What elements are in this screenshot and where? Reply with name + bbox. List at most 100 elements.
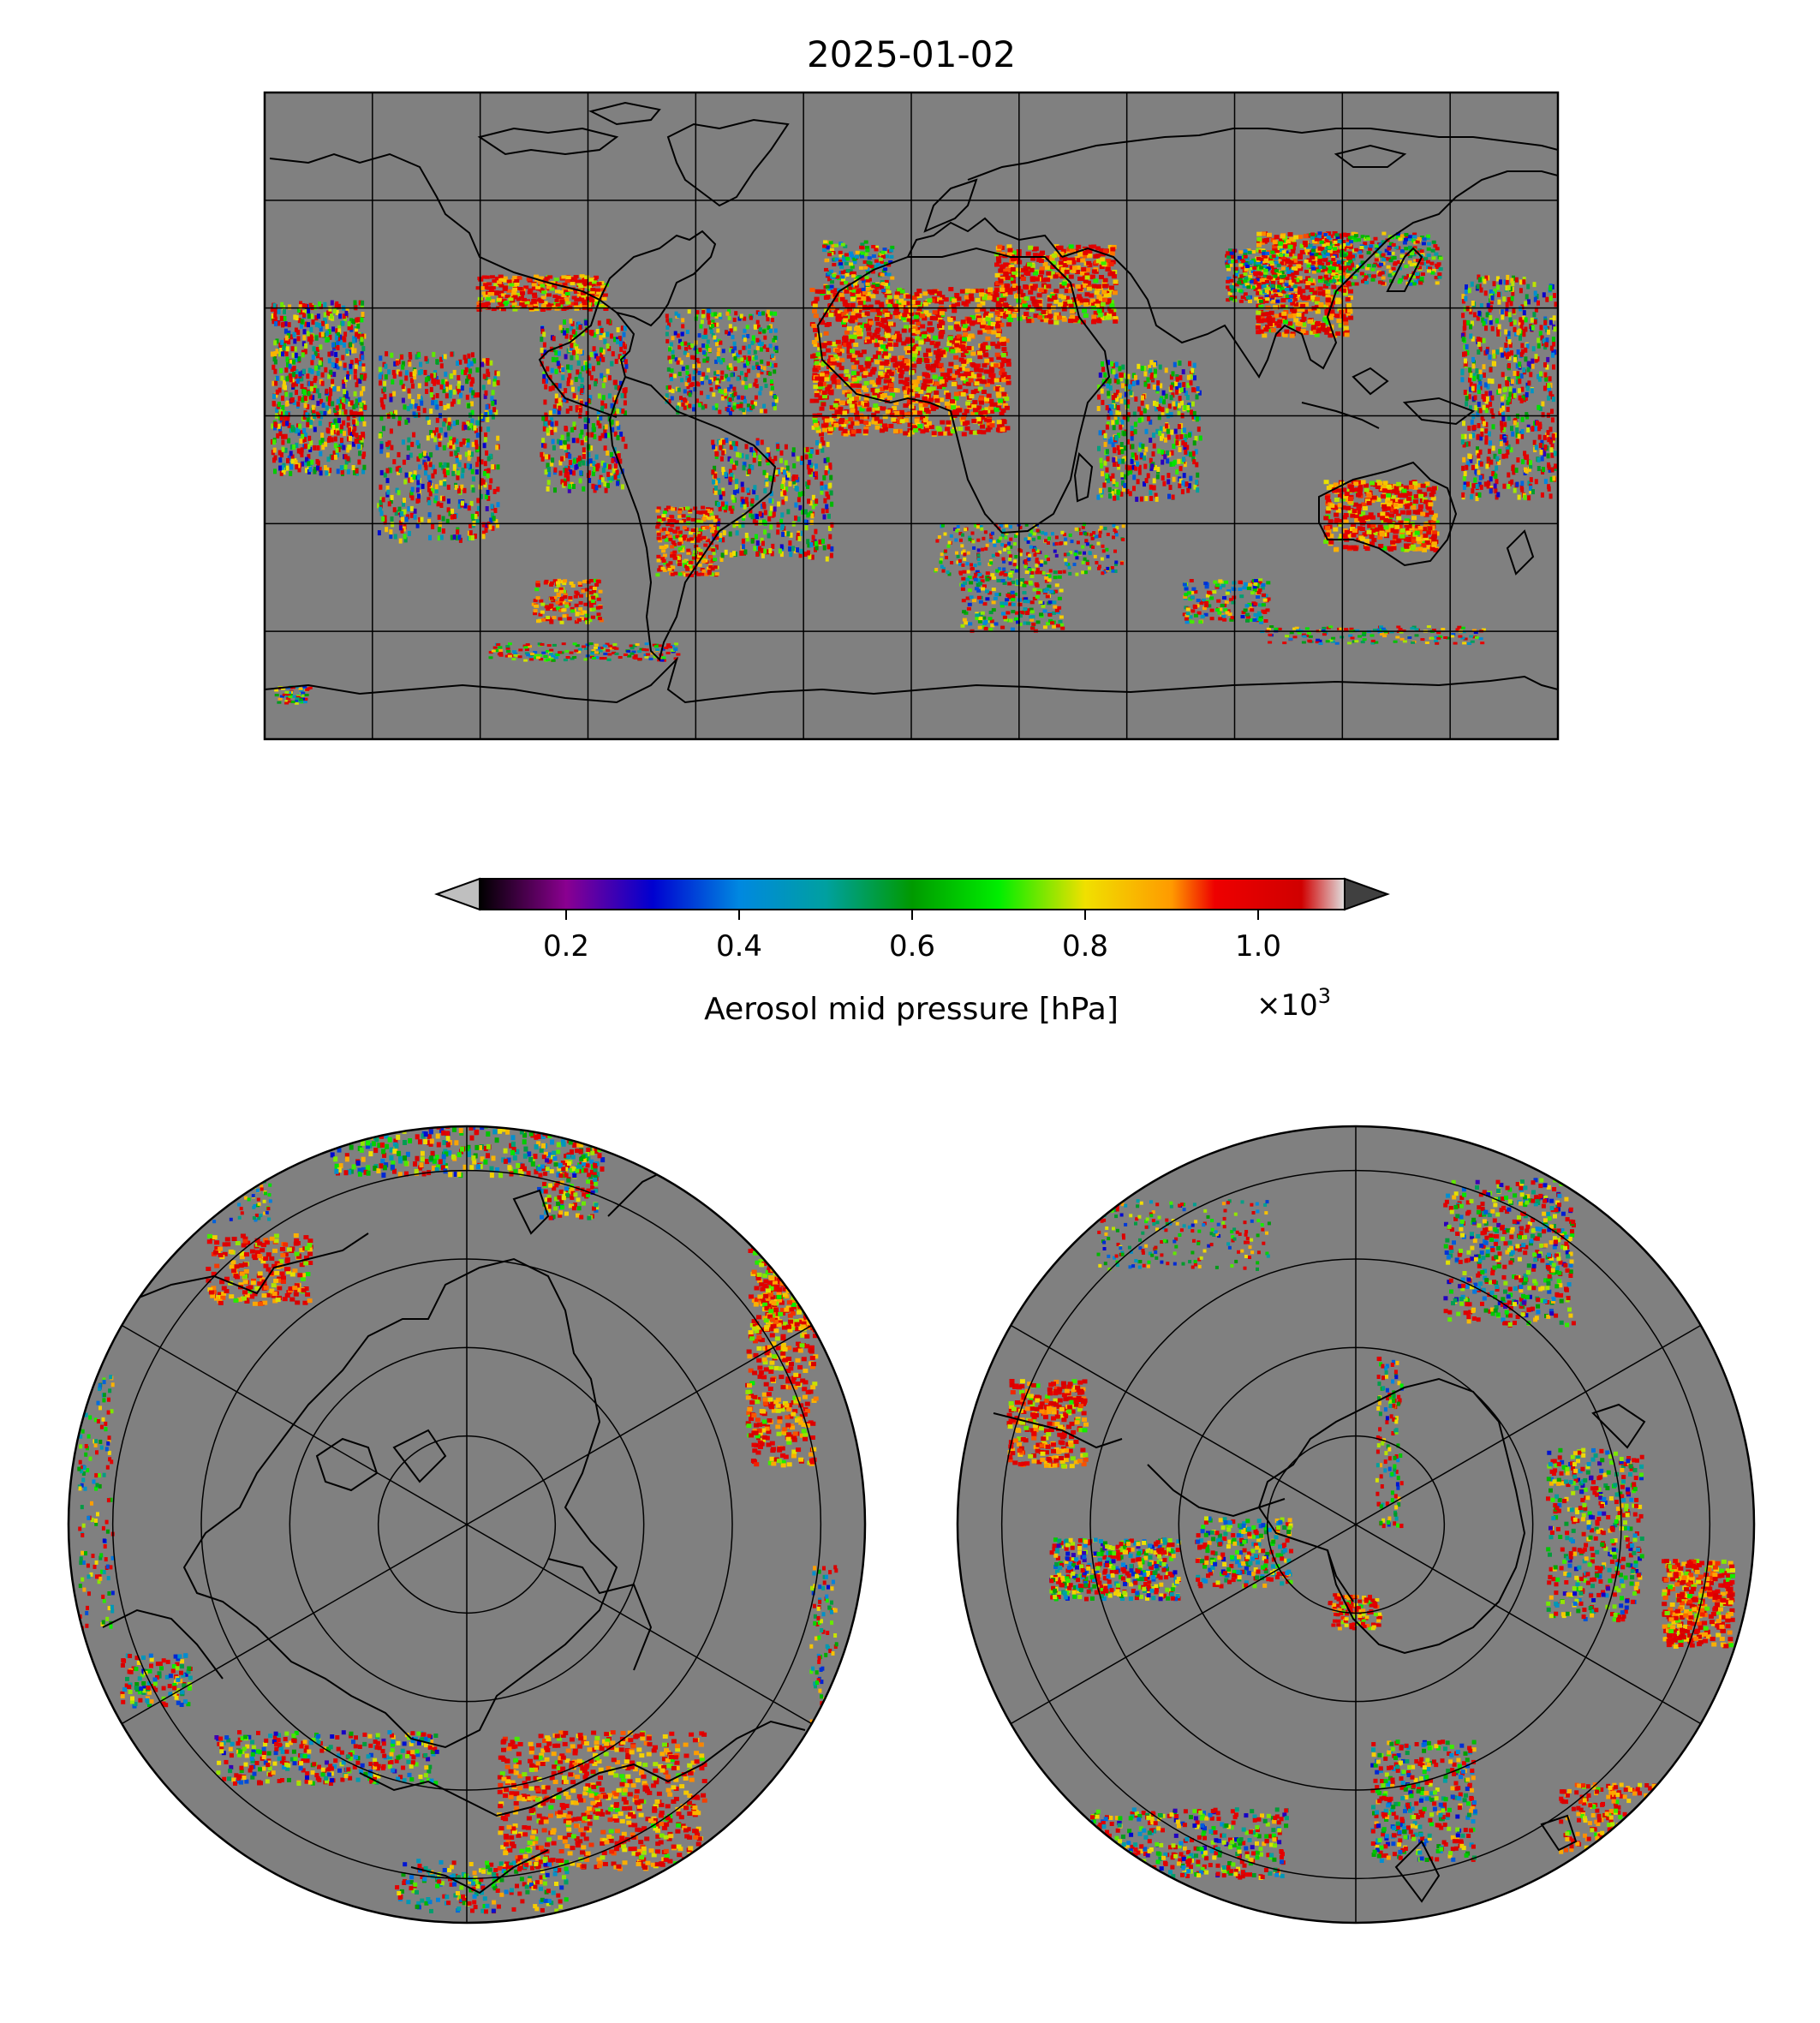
aerosol-pixel — [953, 324, 959, 329]
aerosol-pixel — [546, 462, 550, 468]
aerosol-pixel — [988, 288, 994, 293]
aerosol-pixel — [1422, 527, 1427, 532]
aerosol-pixel — [355, 468, 359, 474]
aerosol-pixel — [908, 412, 913, 417]
aerosol-pixel — [975, 307, 981, 313]
aerosol-pixel — [920, 313, 925, 319]
aerosol-pixel — [1308, 307, 1313, 312]
aerosol-pixel — [361, 415, 364, 421]
aerosol-pixel — [307, 469, 311, 474]
aerosol-pixel — [554, 299, 560, 302]
aerosol-pixel — [301, 438, 305, 443]
aerosol-pixel — [470, 513, 474, 519]
aerosol-pixel — [336, 468, 340, 474]
aerosol-pixel — [929, 298, 935, 303]
aerosol-pixel — [828, 417, 834, 422]
aerosol-pixel — [879, 428, 885, 433]
aerosol-pixel — [456, 361, 459, 367]
aerosol-pixel — [927, 352, 933, 356]
aerosol-pixel — [1243, 254, 1248, 259]
aerosol-pixel — [354, 411, 358, 417]
aerosol-pixel — [815, 428, 821, 433]
aerosol-pixel — [923, 357, 929, 362]
aerosol-pixel — [484, 275, 490, 279]
aerosol-pixel — [1271, 277, 1276, 282]
aerosol-pixel — [1356, 505, 1362, 510]
aerosol-pixel — [519, 302, 525, 306]
aerosol-pixel — [1341, 487, 1347, 492]
aerosol-pixel — [1239, 280, 1244, 284]
aerosol-pixel — [437, 514, 441, 520]
aerosol-pixel — [1378, 544, 1384, 548]
aerosol-pixel — [1110, 247, 1116, 252]
aerosol-pixel — [427, 497, 431, 503]
aerosol-pixel — [874, 416, 880, 421]
aerosol-pixel — [1429, 525, 1435, 530]
aerosol-pixel — [1300, 289, 1306, 294]
aerosol-pixel — [346, 468, 350, 474]
aerosol-pixel — [1335, 508, 1341, 513]
aerosol-pixel — [886, 328, 892, 333]
aerosol-pixel — [401, 439, 405, 445]
aerosol-pixel — [543, 278, 549, 283]
aerosol-pixel — [826, 289, 832, 295]
aerosol-pixel — [418, 464, 422, 470]
aerosol-pixel — [1266, 312, 1272, 317]
aerosol-pixel — [281, 405, 285, 410]
aerosol-pixel — [494, 519, 498, 525]
aerosol-pixel — [360, 351, 364, 357]
aerosol-pixel — [990, 377, 996, 382]
aerosol-pixel — [430, 373, 434, 379]
aerosol-pixel — [383, 472, 387, 478]
aerosol-pixel — [420, 516, 424, 522]
aerosol-pixel — [481, 291, 487, 295]
aerosol-pixel — [534, 274, 540, 278]
aerosol-pixel — [426, 435, 430, 441]
aerosol-pixel — [277, 320, 281, 326]
aerosol-pixel — [415, 522, 420, 528]
aerosol-pixel — [940, 373, 946, 378]
aerosol-pixel — [304, 343, 308, 349]
aerosol-pixel — [385, 468, 390, 474]
aerosol-pixel — [279, 415, 283, 421]
aerosol-pixel — [880, 344, 886, 349]
aerosol-pixel — [1106, 298, 1112, 303]
aerosol-pixel — [964, 288, 970, 293]
aerosol-pixel — [1103, 293, 1109, 298]
aerosol-pixel — [498, 301, 503, 305]
aerosol-pixel — [397, 490, 401, 496]
aerosol-pixel — [356, 317, 361, 323]
aerosol-pixel — [430, 433, 434, 439]
aerosol-pixel — [307, 367, 312, 373]
aerosol-pixel — [958, 344, 964, 349]
aerosol-pixel — [1338, 287, 1344, 292]
aerosol-pixel — [1337, 503, 1343, 508]
aerosol-pixel — [457, 499, 462, 505]
aerosol-pixel — [485, 301, 491, 306]
aerosol-pixel — [300, 384, 304, 390]
aerosol-pixel — [886, 299, 891, 304]
aerosol-pixel — [439, 363, 444, 369]
aerosol-pixel — [938, 431, 944, 436]
aerosol-pixel — [300, 452, 304, 457]
aerosol-pixel — [335, 411, 339, 417]
aerosol-pixel — [570, 481, 574, 487]
aerosol-pixel — [345, 349, 349, 354]
aerosol-pixel — [1266, 275, 1271, 279]
aerosol-pixel — [511, 289, 517, 294]
aerosol-pixel — [1064, 289, 1070, 294]
aerosol-pixel — [1256, 231, 1262, 236]
aerosol-pixel — [965, 401, 971, 406]
aerosol-pixel — [1282, 332, 1288, 337]
aerosol-pixel — [880, 337, 886, 342]
aerosol-pixel — [1083, 313, 1089, 318]
aerosol-pixel — [1068, 274, 1074, 279]
aerosol-pixel — [862, 415, 868, 420]
aerosol-pixel — [589, 290, 595, 295]
aerosol-pixel — [908, 388, 914, 392]
aerosol-pixel — [926, 365, 932, 370]
aerosol-pixel — [439, 503, 444, 508]
aerosol-pixel — [1256, 242, 1262, 248]
aerosol-pixel — [913, 343, 919, 349]
aerosol-pixel — [1339, 534, 1345, 539]
